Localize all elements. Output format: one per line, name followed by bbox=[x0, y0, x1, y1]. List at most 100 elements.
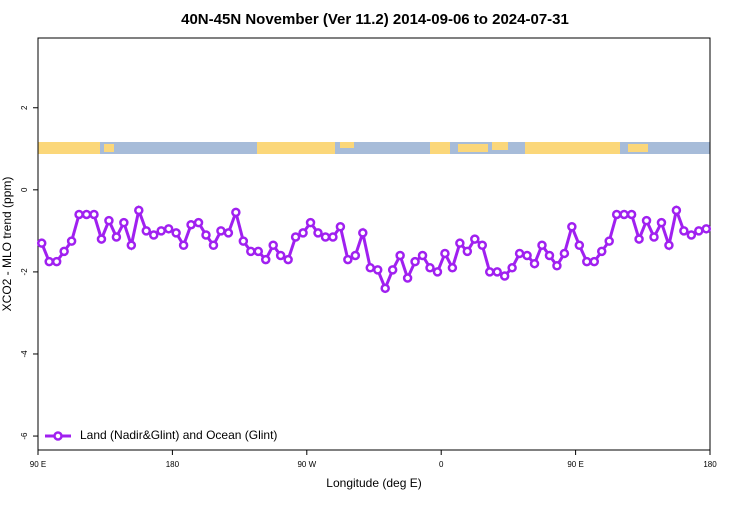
x-tick-label: 0 bbox=[439, 460, 444, 469]
data-point bbox=[567, 222, 577, 232]
data-point bbox=[201, 230, 211, 240]
y-tick-label: -2 bbox=[20, 268, 29, 276]
data-point bbox=[208, 240, 219, 250]
x-tick-label: 90 W bbox=[297, 460, 316, 469]
data-point bbox=[447, 263, 458, 273]
data-point bbox=[656, 217, 667, 228]
data-point bbox=[148, 230, 159, 240]
data-point bbox=[649, 232, 659, 242]
data-point bbox=[552, 260, 562, 271]
data-point bbox=[89, 209, 99, 220]
data-point bbox=[484, 267, 495, 277]
data-point bbox=[604, 236, 614, 246]
data-point bbox=[470, 234, 480, 244]
data-point bbox=[544, 250, 555, 261]
legend-marker bbox=[53, 431, 63, 441]
data-point bbox=[171, 228, 181, 238]
data-point bbox=[186, 219, 196, 230]
x-tick-label: 180 bbox=[166, 460, 180, 469]
data-point bbox=[417, 250, 428, 261]
data-point bbox=[358, 228, 368, 238]
data-point bbox=[313, 228, 323, 238]
data-point bbox=[74, 209, 84, 220]
x-axis-label: Longitude (deg E) bbox=[326, 476, 421, 490]
data-point bbox=[328, 232, 338, 242]
data-point bbox=[223, 228, 234, 238]
x-tick-label: 90 E bbox=[30, 460, 46, 469]
y-tick-label: -4 bbox=[20, 350, 29, 358]
data-point bbox=[111, 232, 122, 242]
data-point bbox=[641, 215, 652, 226]
data-point bbox=[432, 267, 443, 277]
data-point bbox=[298, 228, 308, 238]
data-point bbox=[51, 256, 62, 267]
data-point bbox=[611, 209, 622, 220]
data-point bbox=[126, 240, 137, 250]
data-point bbox=[664, 240, 674, 250]
data-point bbox=[395, 250, 405, 261]
data-point bbox=[694, 226, 704, 236]
data-point bbox=[380, 283, 390, 294]
data-point bbox=[529, 258, 540, 269]
data-point bbox=[372, 265, 383, 275]
data-point bbox=[701, 224, 712, 234]
data-point bbox=[462, 246, 473, 257]
y-axis-label: XCO2 - MLO trend (ppm) bbox=[0, 177, 14, 312]
data-point bbox=[522, 250, 532, 261]
y-tick-label: 0 bbox=[20, 187, 29, 192]
data-point bbox=[582, 256, 592, 267]
data-point bbox=[156, 226, 166, 236]
data-point bbox=[440, 248, 450, 259]
data-point bbox=[119, 217, 129, 228]
data-point bbox=[507, 263, 517, 273]
data-point bbox=[537, 240, 547, 250]
chart-title: 40N-45N November (Ver 11.2) 2014-09-06 t… bbox=[181, 11, 569, 28]
data-point bbox=[134, 205, 144, 216]
data-point bbox=[141, 226, 152, 236]
data-point bbox=[671, 205, 682, 216]
land-ocean-strip bbox=[38, 142, 710, 154]
data-point bbox=[679, 226, 689, 236]
data-point bbox=[589, 256, 600, 267]
data-point bbox=[559, 248, 570, 259]
x-tick-label: 180 bbox=[703, 460, 717, 469]
data-point bbox=[477, 240, 488, 250]
data-point bbox=[81, 209, 92, 220]
data-point bbox=[499, 271, 510, 281]
data-point bbox=[574, 240, 585, 250]
data-point bbox=[163, 224, 174, 234]
data-point bbox=[178, 240, 189, 250]
data-point bbox=[246, 246, 256, 257]
data-point bbox=[59, 246, 69, 257]
data-point bbox=[36, 238, 47, 248]
data-point bbox=[305, 217, 316, 228]
data-point bbox=[350, 250, 361, 261]
data-point bbox=[260, 254, 271, 265]
data-point bbox=[216, 226, 226, 236]
data-point bbox=[275, 250, 286, 261]
y-tick-label: -6 bbox=[20, 432, 29, 440]
data-point bbox=[283, 254, 293, 265]
data-point bbox=[290, 232, 301, 242]
data-point bbox=[410, 256, 420, 267]
data-point bbox=[455, 238, 465, 248]
x-tick-label: 90 E bbox=[567, 460, 583, 469]
data-point bbox=[686, 230, 697, 240]
data-point bbox=[387, 265, 398, 275]
data-point bbox=[268, 240, 278, 250]
data-point bbox=[96, 234, 107, 244]
y-tick-label: 2 bbox=[20, 105, 29, 110]
data-point bbox=[492, 267, 502, 277]
data-point bbox=[231, 207, 241, 218]
data-point bbox=[238, 236, 249, 246]
data-point bbox=[253, 246, 264, 257]
data-point bbox=[402, 273, 413, 283]
data-point bbox=[634, 234, 644, 244]
data-point bbox=[619, 209, 629, 220]
data-point bbox=[596, 246, 607, 257]
data-point bbox=[425, 263, 435, 273]
legend-label: Land (Nadir&Glint) and Ocean (Glint) bbox=[80, 428, 277, 442]
data-point bbox=[335, 222, 346, 232]
data-point bbox=[66, 236, 77, 246]
